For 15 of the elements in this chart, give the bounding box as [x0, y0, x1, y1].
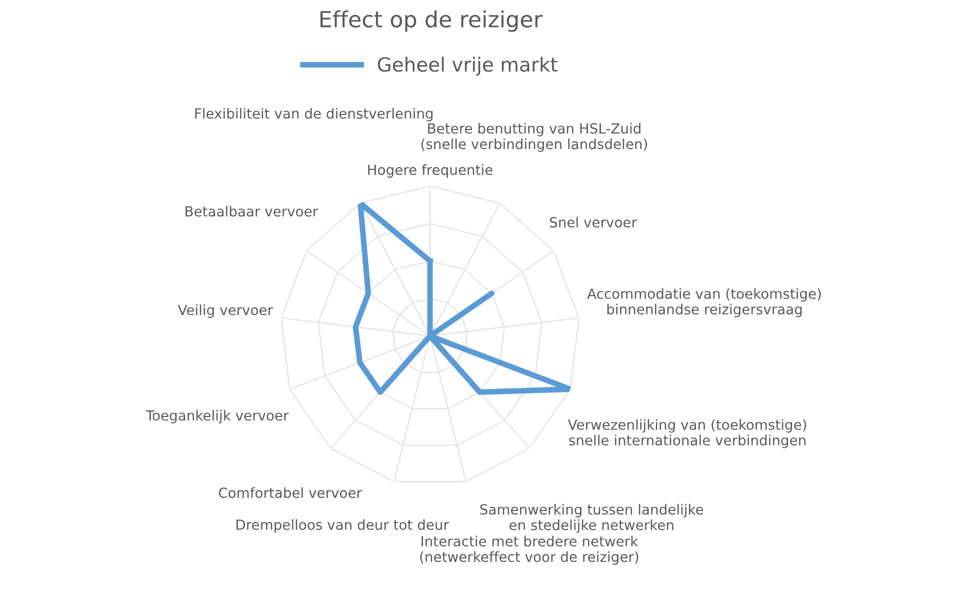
- spoke-label: Betere benutting van HSL-Zuid (snelle verbindingen landsdelen): [421, 122, 647, 152]
- spoke-label: Accommodatie van (toekomstige) binnenlandse reizigersvraag: [587, 288, 821, 318]
- spoke-label: Betaalbaar vervoer: [186, 206, 318, 217]
- spoke-label: Flexibiliteit van de dienstverlening: [195, 108, 433, 122]
- spoke-label: Toegankelijk vervoer: [146, 410, 289, 424]
- spoke-label: Samenwerking tussen landelijke en stedelijke netwerken: [480, 504, 704, 533]
- spoke-label: Interactie met bredere netwerk (netwerkeffect voor de reiziger): [420, 536, 638, 565]
- legend-label: Geheel vrije markt: [378, 56, 558, 76]
- spoke-label: Comfortabel vervoer: [218, 487, 362, 498]
- chart-title: Effect op de reiziger: [320, 10, 542, 32]
- spoke-label: Hogere frequentie: [368, 164, 492, 178]
- spoke-label: Veilig vervoer: [178, 304, 273, 318]
- spoke-label: Drempelloos van deur tot deur: [236, 519, 449, 533]
- spoke-label: Verwezenlijking van (toekomstige) snelle internationale verbindingen: [568, 419, 806, 448]
- spoke-label: Snel vervoer: [550, 216, 637, 228]
